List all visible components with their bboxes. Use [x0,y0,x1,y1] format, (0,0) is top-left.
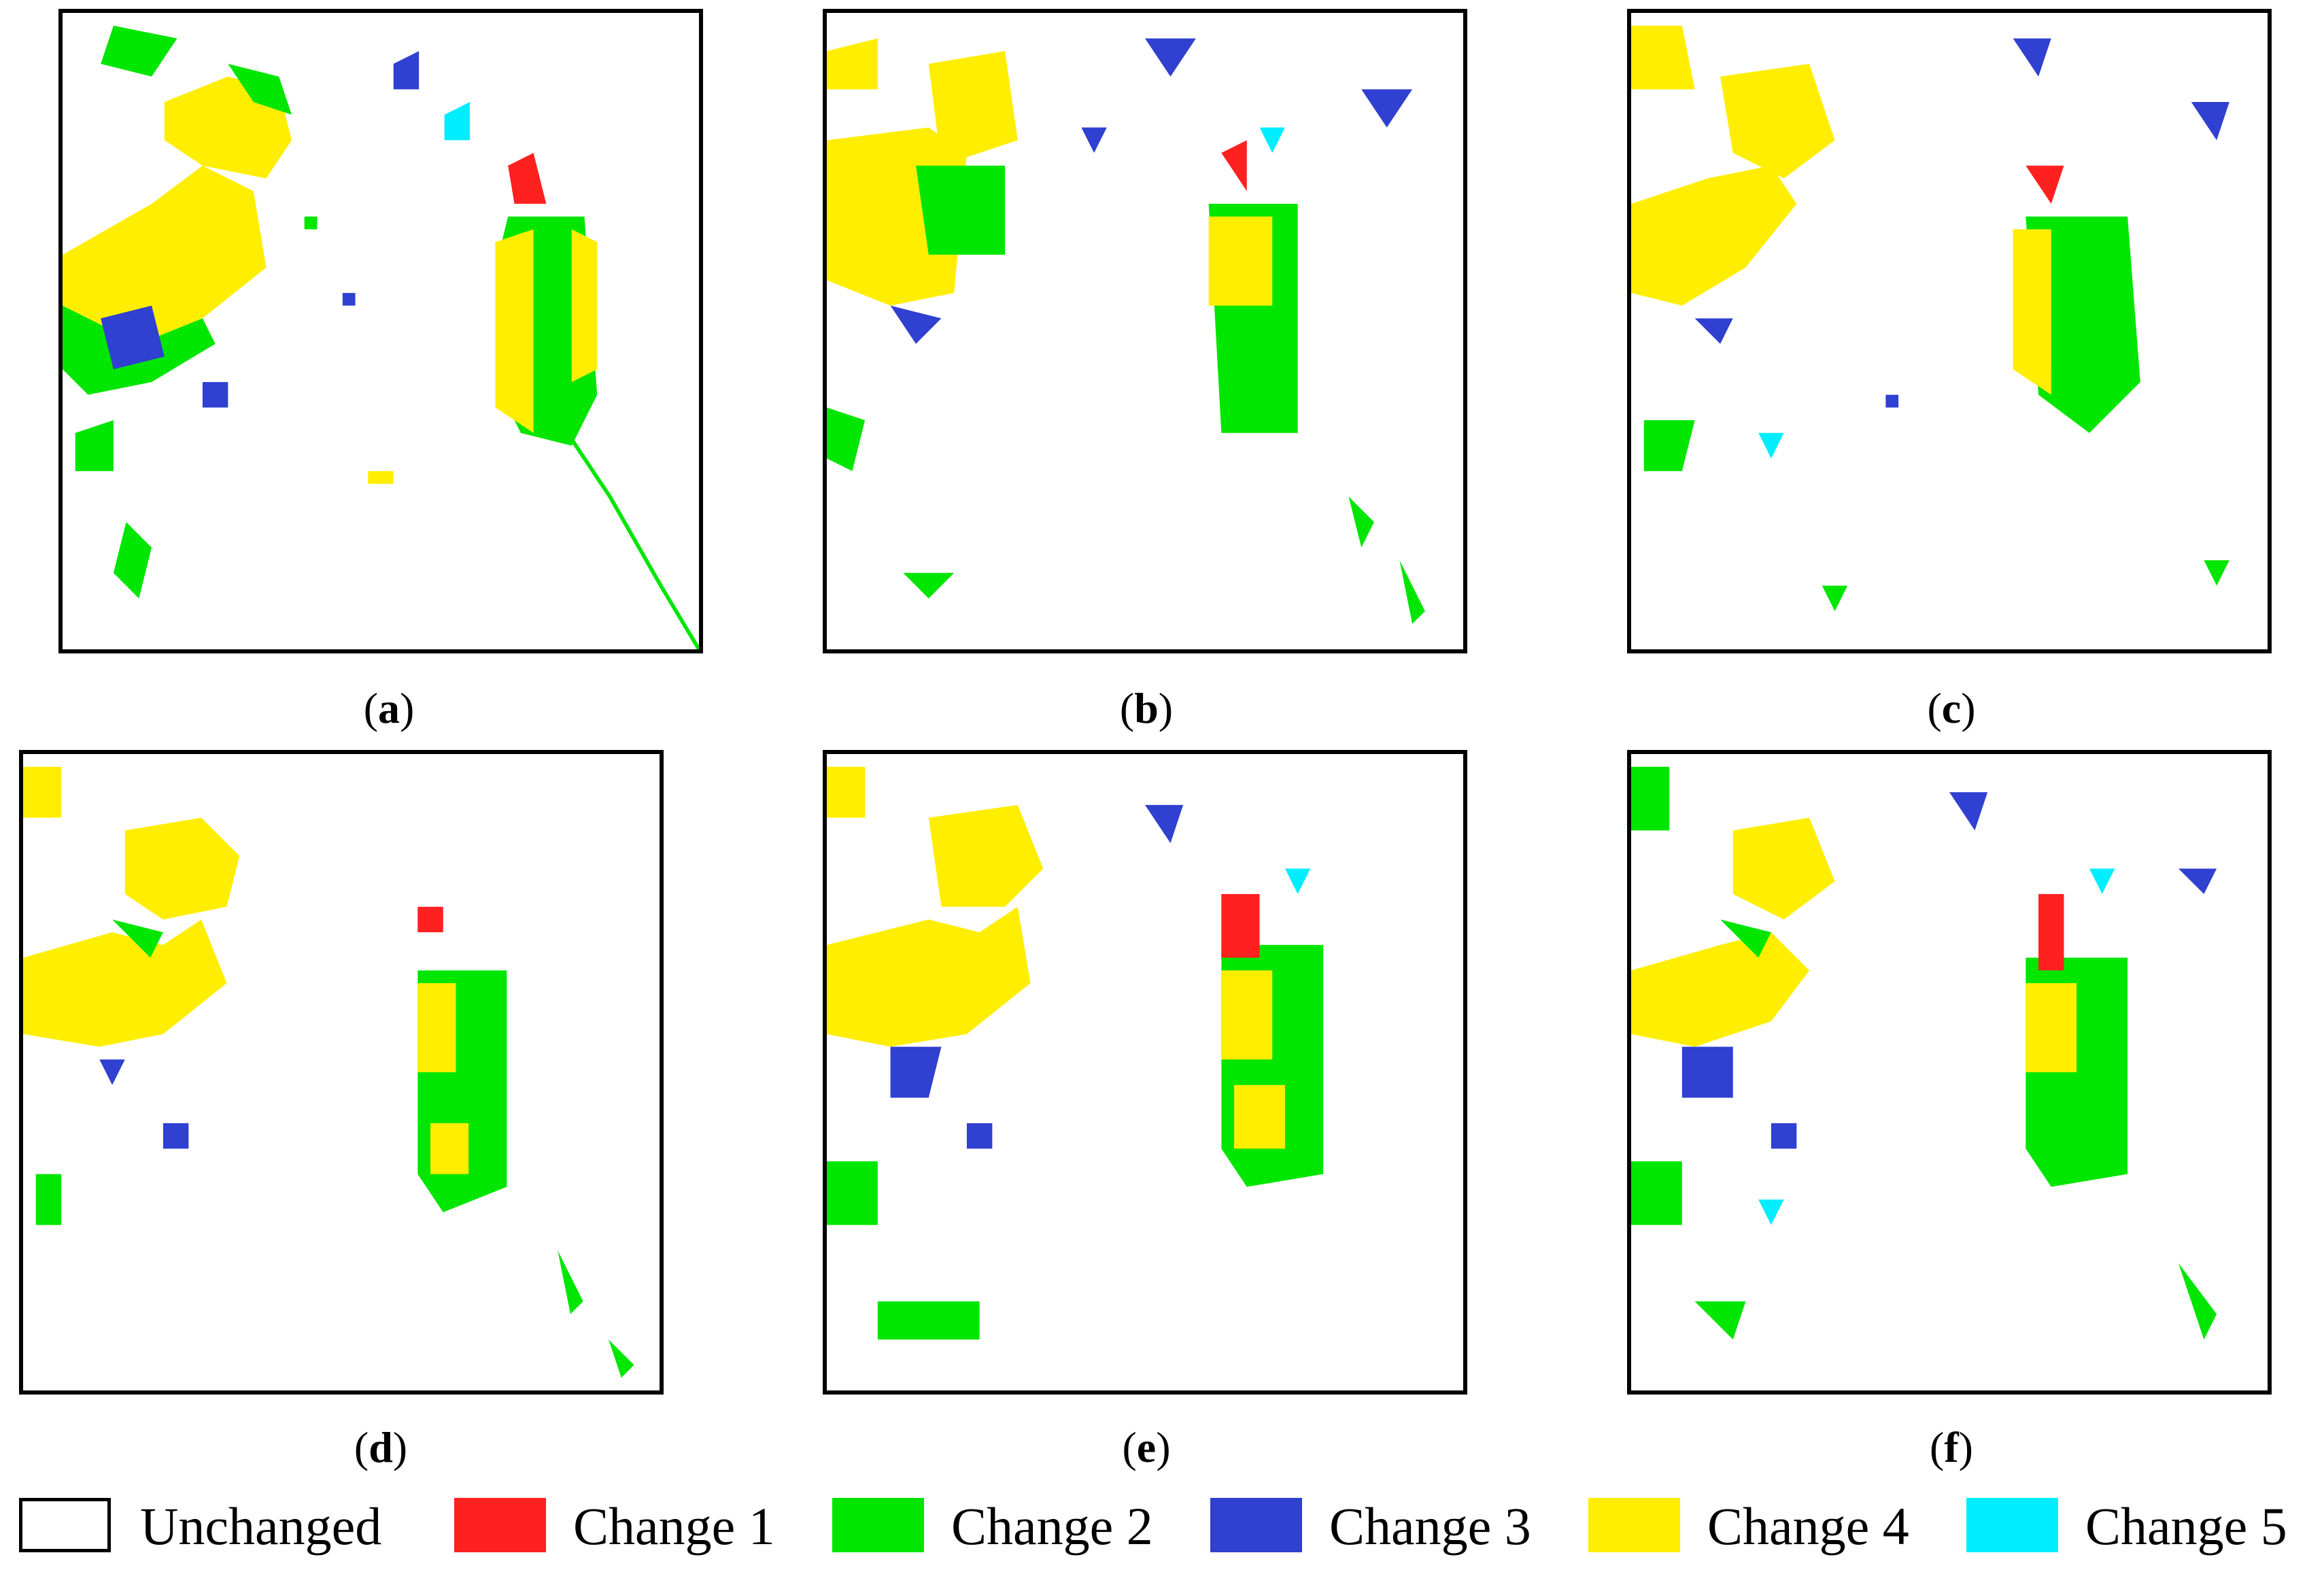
legend-swatch-change-3 [1210,1498,1302,1552]
panel-f-change-map [1627,750,2272,1395]
panel-a-change-map [58,9,703,653]
legend-label-change-5: Change 5 [2085,1497,2287,1556]
caption-e: (e) [1122,1423,1171,1471]
legend-swatch-change-5 [1966,1498,2058,1552]
caption-d: (d) [354,1423,408,1471]
legend-label-change-3: Change 3 [1329,1497,1531,1556]
legend-swatch-change-1 [454,1498,546,1552]
change-map-f [1631,766,2217,1340]
caption-f: (f) [1930,1423,1973,1471]
legend-label-change-1: Change 1 [573,1497,775,1556]
legend-label-unchanged: Unchanged [140,1497,382,1556]
legend-swatch-unchanged [19,1498,111,1552]
legend-label-change-4: Change 4 [1707,1497,1909,1556]
panel-c-change-map [1627,9,2272,653]
change-map-b [827,38,1425,624]
change-map-c [1631,25,2229,611]
change-map-e [827,766,1324,1340]
caption-a: (a) [363,684,415,732]
legend-label-change-2: Change 2 [951,1497,1153,1556]
legend: Unchanged Change 1 Change 2 Change 3 Cha… [19,1492,2317,1560]
legend-swatch-change-4 [1588,1498,1680,1552]
legend-swatch-change-2 [832,1498,924,1552]
change-map-a [63,25,699,649]
panel-b-change-map [823,9,1467,653]
panel-d-change-map [19,750,664,1395]
panel-e-change-map [823,750,1467,1395]
change-map-d [23,766,634,1378]
caption-b: (b) [1119,684,1174,732]
caption-c: (c) [1927,684,1976,732]
